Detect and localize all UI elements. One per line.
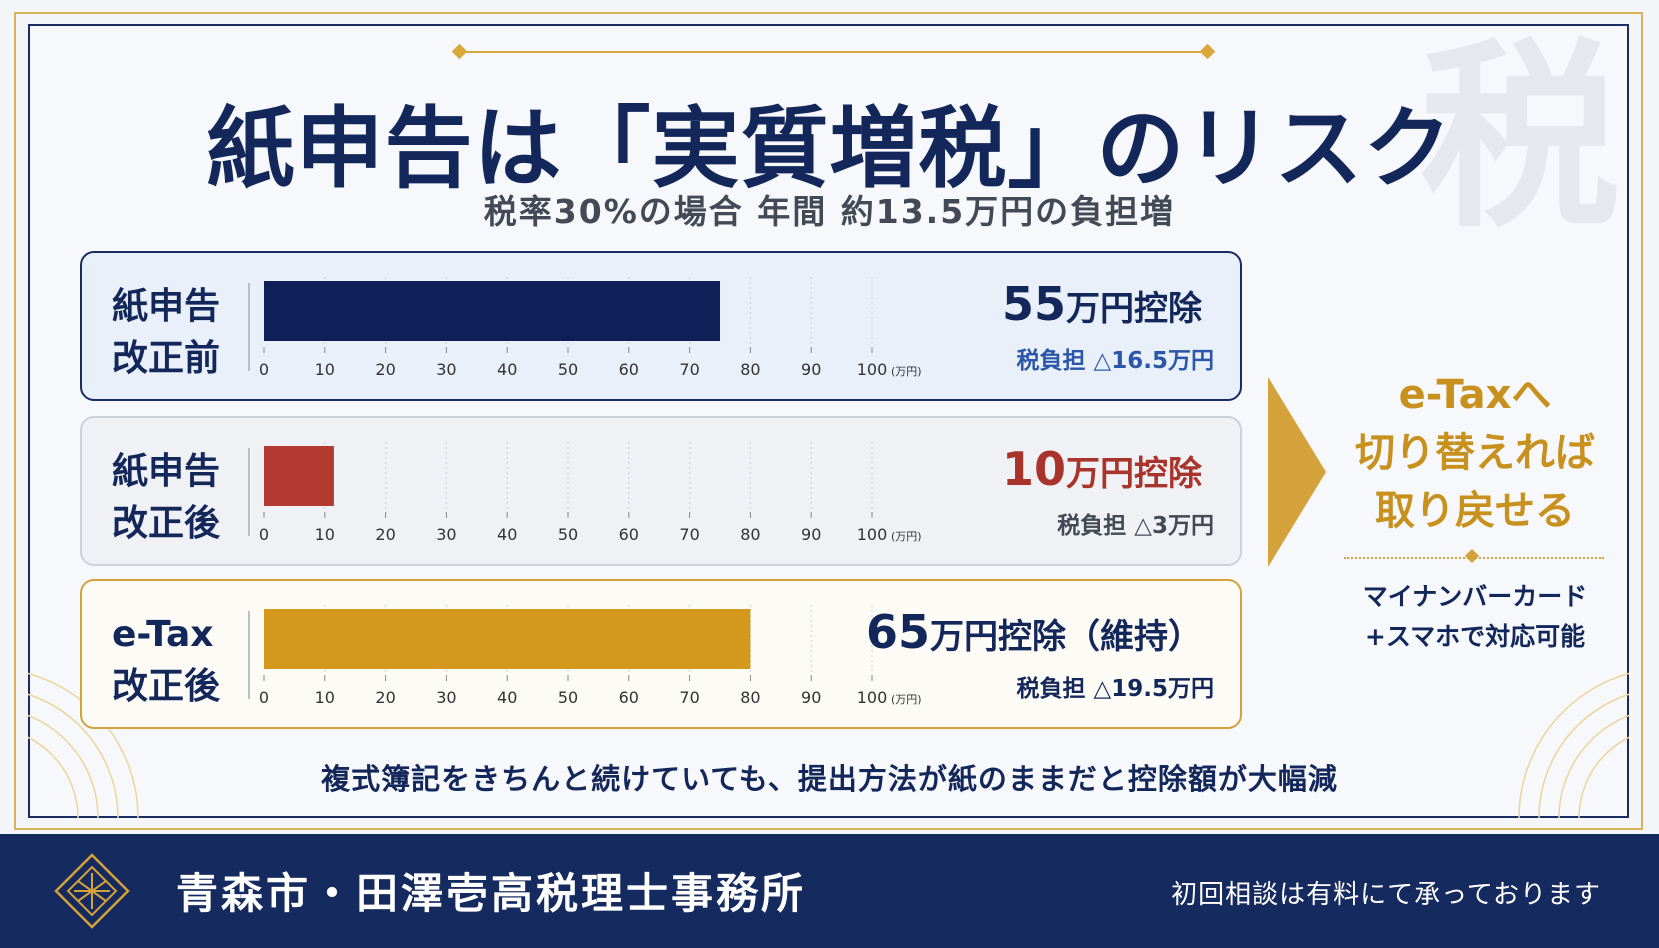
tick-label: 90 bbox=[801, 360, 821, 379]
row-label: e-Tax 改正後 bbox=[112, 609, 220, 713]
bar bbox=[264, 446, 334, 506]
office-name: 青森市・田澤壱高税理士事務所 bbox=[176, 869, 807, 918]
row-divider bbox=[248, 448, 250, 536]
row-label-line2: 改正前 bbox=[112, 338, 221, 379]
row-label-line2: 改正後 bbox=[112, 503, 221, 544]
cta-line-3: 取り戻せる bbox=[1375, 488, 1575, 534]
tick-label: 90 bbox=[801, 688, 821, 707]
tick-label: 30 bbox=[436, 525, 456, 544]
tick-label: 20 bbox=[375, 525, 395, 544]
row-divider bbox=[248, 611, 250, 699]
chart-row-paper-before: 紙申告 改正前 0 10 20 30 40 50 60 70 80 90 100 (万円) 55万円控… bbox=[80, 251, 1242, 401]
tick-label: 20 bbox=[375, 360, 395, 379]
outer-frame bbox=[14, 12, 1643, 830]
deduction-number: 10 bbox=[1001, 442, 1066, 496]
deduction-amount: 10万円控除 bbox=[1002, 442, 1202, 496]
consultation-note: 初回相談は有料にて承っております bbox=[1171, 880, 1601, 910]
tick-label: 60 bbox=[619, 525, 639, 544]
row-label-line1: e-Tax bbox=[112, 614, 214, 655]
office-logo-icon bbox=[54, 853, 130, 929]
axis-unit-label: (万円) bbox=[891, 365, 922, 378]
tick-label: 30 bbox=[436, 688, 456, 707]
row-label: 紙申告 改正前 bbox=[112, 281, 220, 385]
tick-label: 40 bbox=[497, 688, 517, 707]
tax-burden: 税負担 △19.5万円 bbox=[1016, 676, 1214, 702]
deduction-unit: 万円控除 bbox=[1066, 289, 1202, 329]
tick-label: 70 bbox=[679, 360, 699, 379]
row-label-line1: 紙申告 bbox=[112, 286, 221, 327]
tick-label: 40 bbox=[497, 525, 517, 544]
row-label-line1: 紙申告 bbox=[112, 451, 221, 492]
axis-unit-label: (万円) bbox=[891, 693, 922, 706]
page-title: 紙申告は「実質増税」のリスク bbox=[206, 97, 1453, 200]
deduction-amount: 55万円控除 bbox=[1002, 277, 1202, 331]
cta-line-2: 切り替えれば bbox=[1355, 430, 1595, 476]
tick-label: 100 bbox=[857, 688, 888, 707]
deduction-number: 55 bbox=[1001, 277, 1066, 331]
tick-label: 100 bbox=[857, 525, 888, 544]
tick-label: 0 bbox=[259, 688, 269, 707]
bar bbox=[264, 281, 720, 341]
tick-label: 80 bbox=[740, 525, 760, 544]
axis-unit-label: (万円) bbox=[891, 530, 922, 543]
bar bbox=[264, 609, 751, 669]
deduction-number: 65 bbox=[865, 605, 930, 659]
cta-line-1: e-Taxへ bbox=[1398, 372, 1552, 418]
row-divider bbox=[248, 283, 250, 371]
tick-label: 30 bbox=[436, 360, 456, 379]
page-subtitle: 税率30%の場合 年間 約13.5万円の負担増 bbox=[483, 192, 1176, 231]
tick-label: 0 bbox=[259, 360, 269, 379]
tick-label: 0 bbox=[259, 525, 269, 544]
tick-label: 70 bbox=[679, 688, 699, 707]
row-label: 紙申告 改正後 bbox=[112, 446, 220, 550]
tick-label: 70 bbox=[679, 525, 699, 544]
tick-label: 80 bbox=[740, 688, 760, 707]
deduction-amount: 65万円控除（維持） bbox=[866, 605, 1202, 659]
tick-label: 50 bbox=[558, 360, 578, 379]
tick-label: 90 bbox=[801, 525, 821, 544]
tick-label: 60 bbox=[619, 360, 639, 379]
tick-label: 50 bbox=[558, 525, 578, 544]
cta-note: マイナンバーカード +スマホで対応可能 bbox=[1330, 577, 1620, 657]
cta-note-line-1: マイナンバーカード bbox=[1362, 582, 1588, 611]
tick-label: 10 bbox=[315, 360, 335, 379]
background-kanji: 税 bbox=[1420, 20, 1621, 255]
cta-note-line-2: +スマホで対応可能 bbox=[1364, 622, 1586, 651]
deduction-unit: 万円控除 bbox=[930, 617, 1066, 657]
tick-label: 40 bbox=[497, 360, 517, 379]
chart-row-paper-after: 紙申告 改正後 0 10 20 30 40 50 60 70 80 90 100 (万円) 10万円控… bbox=[80, 416, 1242, 566]
tick-label: 100 bbox=[857, 360, 888, 379]
tax-burden: 税負担 △3万円 bbox=[1057, 513, 1214, 539]
row-label-line2: 改正後 bbox=[112, 666, 221, 707]
tick-label: 10 bbox=[315, 688, 335, 707]
tick-label: 80 bbox=[740, 360, 760, 379]
cta-message: e-Taxへ 切り替えれば 取り戻せる bbox=[1330, 366, 1620, 540]
deduction-suffix: （維持） bbox=[1066, 617, 1202, 657]
tick-label: 50 bbox=[558, 688, 578, 707]
bar-chart-row-0: 0 10 20 30 40 50 60 70 80 90 100 (万円) bbox=[259, 277, 922, 379]
tax-burden: 税負担 △16.5万円 bbox=[1016, 348, 1214, 374]
tick-label: 60 bbox=[619, 688, 639, 707]
footer-bar: 青森市・田澤壱高税理士事務所 初回相談は有料にて承っております bbox=[0, 834, 1659, 948]
bar-chart-row-1: 0 10 20 30 40 50 60 70 80 90 100 (万円) bbox=[259, 442, 922, 544]
bar-chart-row-2: 0 10 20 30 40 50 60 70 80 90 100 (万円) bbox=[259, 605, 922, 707]
big-arrow-icon bbox=[1268, 377, 1326, 567]
tick-label: 10 bbox=[315, 525, 335, 544]
title-ornament-line bbox=[460, 51, 1206, 53]
tick-label: 20 bbox=[375, 688, 395, 707]
deduction-unit: 万円控除 bbox=[1066, 454, 1202, 494]
bottom-caption: 複式簿記をきちんと続けていても、提出方法が紙のままだと控除額が大幅減 bbox=[321, 762, 1338, 796]
chart-row-etax-after: e-Tax 改正後 0 10 20 30 40 50 60 70 80 90 100 (万円) 65万… bbox=[80, 579, 1242, 729]
